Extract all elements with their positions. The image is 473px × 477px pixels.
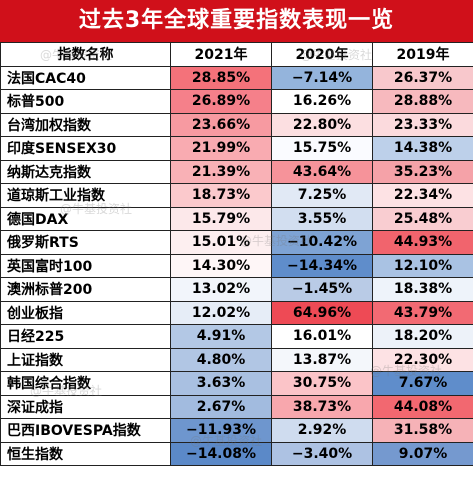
return-cell: −10.42% [271,230,373,255]
return-cell: −11.93% [170,418,272,443]
return-cell: −1.45% [271,277,373,302]
index-name-cell: 恒生指数 [0,441,171,466]
return-cell: 31.58% [372,418,473,443]
return-cell: 15.01% [170,230,272,255]
return-cell: −3.40% [271,441,373,466]
return-cell: 35.23% [372,159,473,184]
return-cell: 21.99% [170,136,272,161]
return-cell: 23.33% [372,112,473,137]
index-name-cell: 俄罗斯RTS [0,230,171,255]
return-cell: 15.75% [271,136,373,161]
return-cell: 16.26% [271,89,373,114]
table-row: 英国富时100 14.30% −14.34% 12.10% [0,253,473,278]
table-row: 道琼斯工业指数 18.73% 7.25% 22.34% [0,183,473,208]
col-header-2021: 2021年 [170,42,272,67]
return-cell: 13.02% [170,277,272,302]
return-cell: 26.89% [170,89,272,114]
table-row: 上证指数 4.80% 13.87% 22.30% [0,347,473,372]
return-cell: 15.79% [170,206,272,231]
return-cell: 18.20% [372,324,473,349]
return-cell: 23.66% [170,112,272,137]
index-name-cell: 印度SENSEX30 [0,136,171,161]
return-cell: 30.75% [271,371,373,396]
return-cell: 28.88% [372,89,473,114]
index-name-cell: 纳斯达克指数 [0,159,171,184]
return-cell: 22.34% [372,183,473,208]
col-header-2020: 2020年 [271,42,373,67]
return-cell: 25.48% [372,206,473,231]
table-row: 日经225 4.91% 16.01% 18.20% [0,324,473,349]
index-name-cell: 创业板指 [0,300,171,325]
index-name-cell: 德国DAX [0,206,171,231]
index-name-cell: 上证指数 [0,347,171,372]
table-row: 韩国综合指数 3.63% 30.75% 7.67% [0,371,473,396]
return-cell: 16.01% [271,324,373,349]
index-name-cell: 日经225 [0,324,171,349]
col-header-2019: 2019年 [372,42,473,67]
index-name-cell: 澳洲标普200 [0,277,171,302]
table-row: 澳洲标普200 13.02% −1.45% 18.38% [0,277,473,302]
index-name-cell: 英国富时100 [0,253,171,278]
return-cell: 9.07% [372,441,473,466]
return-cell: 64.96% [271,300,373,325]
table-row: 法国CAC40 28.85% −7.14% 26.37% [0,65,473,90]
return-cell: 22.30% [372,347,473,372]
table-row: 俄罗斯RTS 15.01% −10.42% 44.93% [0,230,473,255]
index-name-cell: 韩国综合指数 [0,371,171,396]
index-name-cell: 法国CAC40 [0,65,171,90]
table-row: 德国DAX 15.79% 3.55% 25.48% [0,206,473,231]
index-name-cell: 道琼斯工业指数 [0,183,171,208]
return-cell: 44.93% [372,230,473,255]
return-cell: 2.67% [170,394,272,419]
table-row: 标普500 26.89% 16.26% 28.88% [0,89,473,114]
return-cell: 26.37% [372,65,473,90]
return-cell: 28.85% [170,65,272,90]
index-name-cell: 标普500 [0,89,171,114]
return-cell: 3.55% [271,206,373,231]
return-cell: −14.34% [271,253,373,278]
return-cell: 4.80% [170,347,272,372]
return-cell: 22.80% [271,112,373,137]
index-name-cell: 巴西IBOVESPA指数 [0,418,171,443]
return-cell: 7.67% [372,371,473,396]
page-title: 过去3年全球重要指数表现一览 [0,0,473,42]
return-cell: 3.63% [170,371,272,396]
table-row: 台湾加权指数 23.66% 22.80% 23.33% [0,112,473,137]
return-cell: 14.38% [372,136,473,161]
return-cell: 2.92% [271,418,373,443]
return-cell: 21.39% [170,159,272,184]
return-cell: 43.79% [372,300,473,325]
return-cell: 13.87% [271,347,373,372]
table-row: 创业板指 12.02% 64.96% 43.79% [0,300,473,325]
col-header-name: 指数名称 [0,42,171,67]
index-performance-table: 指数名称 2021年 2020年 2019年 法国CAC40 28.85% −7.1… [0,42,473,466]
return-cell: 38.73% [271,394,373,419]
return-cell: 18.38% [372,277,473,302]
return-cell: 12.10% [372,253,473,278]
table-row: 巴西IBOVESPA指数 −11.93% 2.92% 31.58% [0,418,473,443]
return-cell: 7.25% [271,183,373,208]
table-row: 深证成指 2.67% 38.73% 44.08% [0,394,473,419]
return-cell: 43.64% [271,159,373,184]
index-name-cell: 台湾加权指数 [0,112,171,137]
return-cell: 14.30% [170,253,272,278]
return-cell: 12.02% [170,300,272,325]
table-row: 纳斯达克指数 21.39% 43.64% 35.23% [0,159,473,184]
return-cell: 44.08% [372,394,473,419]
table-row: 恒生指数 −14.08% −3.40% 9.07% [0,441,473,466]
header-row: 指数名称 2021年 2020年 2019年 [0,42,473,67]
table-row: 印度SENSEX30 21.99% 15.75% 14.38% [0,136,473,161]
return-cell: 18.73% [170,183,272,208]
return-cell: 4.91% [170,324,272,349]
index-name-cell: 深证成指 [0,394,171,419]
return-cell: −7.14% [271,65,373,90]
return-cell: −14.08% [170,441,272,466]
